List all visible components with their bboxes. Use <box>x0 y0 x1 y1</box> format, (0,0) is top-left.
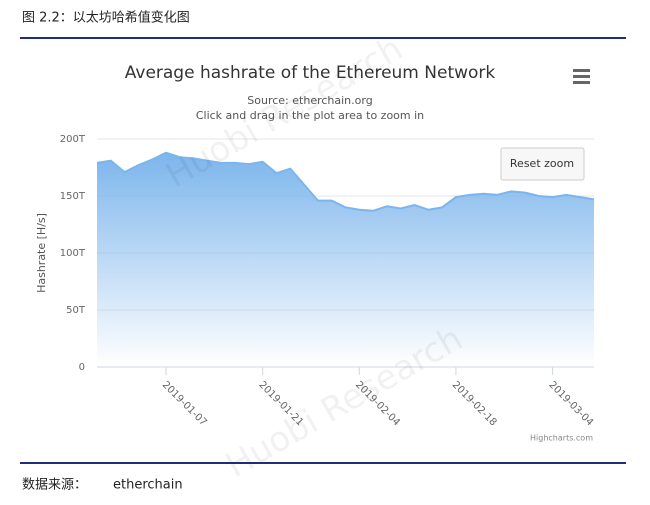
chart-subtitle: Click and drag in the plot area to zoom … <box>196 109 424 122</box>
y-axis-title: Hashrate [H/s] <box>35 213 48 293</box>
y-tick-label: 150T <box>60 191 86 202</box>
reset-button[interactable]: Reset zoom <box>500 147 585 181</box>
credits[interactable]: Highcharts.com <box>530 434 593 443</box>
y-tick-label: 0 <box>79 362 85 373</box>
menu-icon[interactable] <box>573 69 590 84</box>
x-tick-label: 2019-03-04 <box>546 379 595 428</box>
x-tick-label: 2019-01-07 <box>160 379 209 428</box>
footer-source: etherchain <box>113 478 183 493</box>
x-tick-label: 2019-02-18 <box>450 379 499 428</box>
header-title: 图 2.2：以太坊哈希值变化图 <box>22 10 190 26</box>
chart-subtitle: Source: etherchain.org <box>247 94 372 107</box>
y-tick-label: 100T <box>60 248 86 259</box>
y-tick-label: 200T <box>60 134 86 145</box>
area-fill <box>97 152 594 367</box>
reset-label[interactable]: Reset zoom <box>510 157 574 170</box>
chart-title: Average hashrate of the Ethereum Network <box>125 63 496 83</box>
y-tick-label: 50T <box>66 305 86 316</box>
series-line <box>96 151 595 212</box>
footer-label: 数据来源： <box>22 478 87 493</box>
